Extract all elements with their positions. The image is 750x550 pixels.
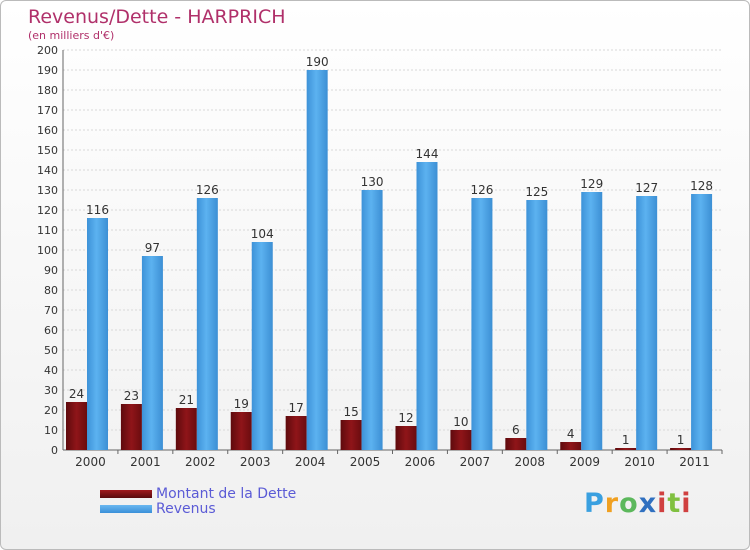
- bar-dette-2003: [230, 412, 252, 450]
- chart-subtitle: (en milliers d'€): [28, 29, 115, 42]
- y-tick-label: 160: [37, 124, 58, 137]
- data-label-revenus: 126: [470, 183, 493, 197]
- y-tick-label: 70: [44, 304, 58, 317]
- data-label-revenus: 97: [145, 241, 160, 255]
- x-tick-label: 2002: [185, 455, 216, 469]
- y-tick-label: 130: [37, 184, 58, 197]
- x-tick-label: 2009: [569, 455, 600, 469]
- bar-revenus-2002: [196, 198, 218, 450]
- y-tick-label: 10: [44, 424, 58, 437]
- bar-revenus-2009: [581, 192, 603, 450]
- bar-dette-2008: [505, 438, 527, 450]
- y-tick-label: 90: [44, 264, 58, 277]
- y-tick-label: 200: [37, 44, 58, 57]
- x-tick-label: 2010: [624, 455, 655, 469]
- data-label-revenus: 130: [361, 175, 384, 189]
- data-label-dette: 10: [453, 415, 468, 429]
- data-label-dette: 23: [124, 389, 139, 403]
- bar-dette-2000: [66, 402, 87, 450]
- y-tick-label: 20: [44, 404, 58, 417]
- data-label-revenus: 125: [525, 185, 548, 199]
- bar-dette-2005: [340, 420, 362, 450]
- bar-revenus-2005: [361, 190, 383, 450]
- data-label-revenus: 129: [580, 177, 603, 191]
- data-label-revenus: 127: [635, 181, 658, 195]
- y-tick-label: 40: [44, 364, 58, 377]
- data-label-dette: 19: [234, 397, 249, 411]
- data-label-dette: 15: [343, 405, 358, 419]
- x-tick-label: 2001: [130, 455, 161, 469]
- y-tick-label: 170: [37, 104, 58, 117]
- x-tick-label: 2006: [405, 455, 436, 469]
- data-label-dette: 12: [398, 411, 413, 425]
- legend-label-dette: Montant de la Dette: [156, 486, 297, 502]
- proxiti-logo: Proxiti: [584, 488, 692, 519]
- bar-revenus-2003: [251, 242, 273, 450]
- data-label-dette: 21: [179, 393, 194, 407]
- data-label-revenus: 144: [416, 147, 439, 161]
- x-tick-label: 2007: [460, 455, 491, 469]
- bar-dette-2011: [670, 448, 692, 450]
- chart-title: Revenus/Dette - HARPRICH: [28, 6, 286, 28]
- data-label-dette: 17: [289, 401, 304, 415]
- y-tick-label: 80: [44, 284, 58, 297]
- x-tick-label: 2005: [350, 455, 381, 469]
- y-tick-label: 100: [37, 244, 58, 257]
- data-label-revenus: 126: [196, 183, 219, 197]
- legend-swatch-revenus: [100, 505, 152, 513]
- legend-swatch-dette: [100, 490, 152, 498]
- x-tick-label: 2008: [515, 455, 546, 469]
- bar-revenus-2011: [691, 194, 713, 450]
- bar-revenus-2006: [416, 162, 438, 450]
- data-label-revenus: 128: [690, 179, 713, 193]
- data-label-dette: 24: [69, 387, 84, 401]
- bar-revenus-2001: [141, 256, 163, 450]
- bar-revenus-2010: [636, 196, 658, 450]
- bar-dette-2004: [285, 416, 307, 450]
- y-tick-label: 140: [37, 164, 58, 177]
- y-tick-label: 30: [44, 384, 58, 397]
- data-label-revenus: 104: [251, 227, 274, 241]
- bar-revenus-2004: [306, 70, 328, 450]
- bar-revenus-2008: [526, 200, 548, 450]
- y-tick-label: 190: [37, 64, 58, 77]
- x-tick-label: 2011: [679, 455, 710, 469]
- data-label-revenus: 190: [306, 55, 329, 69]
- data-label-dette: 1: [622, 433, 630, 447]
- data-label-revenus: 116: [86, 203, 109, 217]
- x-tick-label: 2003: [240, 455, 271, 469]
- bar-dette-2009: [560, 442, 582, 450]
- x-tick-label: 2004: [295, 455, 326, 469]
- bar-dette-2002: [175, 408, 197, 450]
- bar-dette-2007: [450, 430, 472, 450]
- y-tick-label: 60: [44, 324, 58, 337]
- data-label-dette: 6: [512, 423, 520, 437]
- data-label-dette: 4: [567, 427, 575, 441]
- y-tick-label: 110: [37, 224, 58, 237]
- y-tick-label: 120: [37, 204, 58, 217]
- legend-label-revenus: Revenus: [156, 501, 216, 517]
- bar-dette-2010: [615, 448, 637, 450]
- bar-revenus-2007: [471, 198, 493, 450]
- bar-dette-2001: [120, 404, 142, 450]
- y-tick-label: 0: [51, 444, 58, 457]
- x-tick-label: 2000: [75, 455, 106, 469]
- y-tick-label: 50: [44, 344, 58, 357]
- bar-dette-2006: [395, 426, 417, 450]
- bar-revenus-2000: [87, 218, 108, 450]
- y-tick-label: 150: [37, 144, 58, 157]
- data-label-dette: 1: [677, 433, 685, 447]
- y-tick-label: 180: [37, 84, 58, 97]
